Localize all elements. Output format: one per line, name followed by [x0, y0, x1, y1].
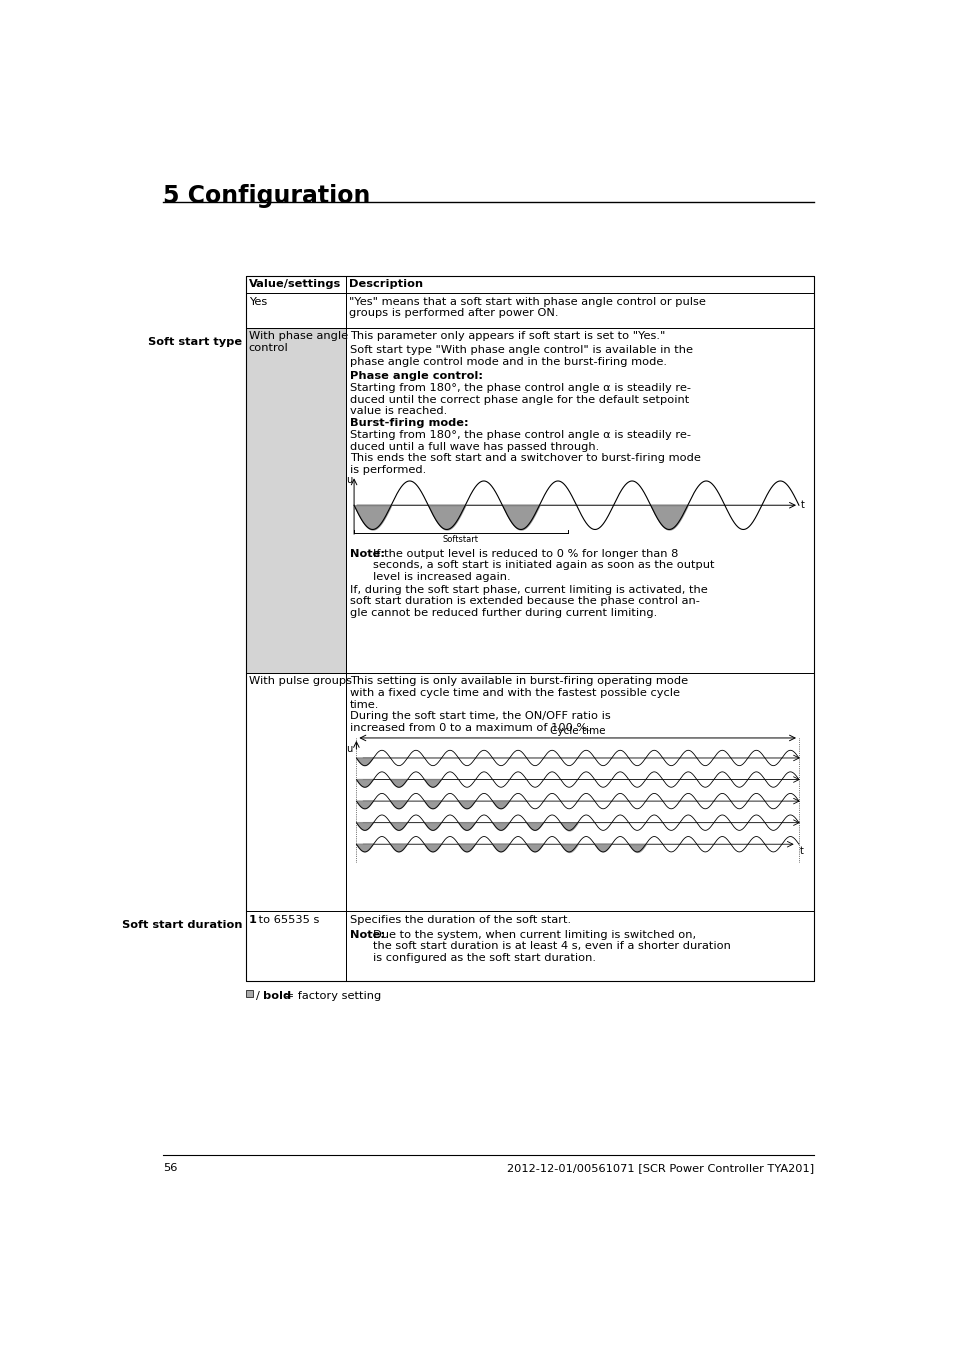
Text: u: u [346, 744, 353, 755]
Text: Soft start type "With phase angle control" is available in the
phase angle contr: Soft start type "With phase angle contro… [350, 346, 693, 367]
Text: If the output level is reduced to 0 % for longer than 8
seconds, a soft start is: If the output level is reduced to 0 % fo… [373, 548, 714, 582]
Text: Phase angle control:: Phase angle control: [350, 371, 482, 382]
Text: This parameter only appears if soft start is set to "Yes.": This parameter only appears if soft star… [350, 331, 665, 342]
Text: u: u [346, 475, 353, 486]
Text: Burst-firing mode:: Burst-firing mode: [350, 418, 468, 428]
Bar [245, 275, 346, 293]
Text: to 65535 s: to 65535 s [254, 915, 319, 925]
Text: Cycle time: Cycle time [549, 726, 605, 736]
Text: Note:: Note: [350, 930, 385, 940]
Text: 5 Configuration: 5 Configuration [163, 184, 371, 208]
Bar [245, 328, 346, 672]
Text: With pulse groups: With pulse groups [249, 676, 352, 686]
Bar [346, 911, 814, 980]
Text: This setting is only available in burst-firing operating mode
with a fixed cycle: This setting is only available in burst-… [350, 676, 688, 710]
Bar [346, 275, 814, 293]
Text: Due to the system, when current limiting is switched on,
the soft start duration: Due to the system, when current limiting… [373, 930, 731, 963]
Bar [346, 672, 814, 911]
Text: Specifies the duration of the soft start.: Specifies the duration of the soft start… [350, 915, 571, 925]
Text: /: / [255, 991, 263, 1000]
Text: Note:: Note: [350, 548, 385, 559]
Bar [245, 672, 346, 911]
Text: Value/settings: Value/settings [249, 279, 340, 289]
Bar [245, 911, 346, 980]
Text: "Yes" means that a soft start with phase angle control or pulse
groups is perfor: "Yes" means that a soft start with phase… [349, 297, 705, 319]
Text: t: t [799, 845, 802, 856]
Text: Soft start type: Soft start type [149, 336, 242, 347]
Text: = factory setting: = factory setting [281, 991, 381, 1000]
Text: Starting from 180°, the phase control angle α is steadily re-
duced until the co: Starting from 180°, the phase control an… [350, 383, 691, 416]
Text: Starting from 180°, the phase control angle α is steadily re-
duced until a full: Starting from 180°, the phase control an… [350, 429, 700, 475]
Text: t: t [801, 501, 804, 510]
Text: Description: Description [349, 279, 423, 289]
Bar [245, 990, 253, 996]
Bar [245, 293, 346, 328]
Text: If, during the soft start phase, current limiting is activated, the
soft start d: If, during the soft start phase, current… [350, 585, 707, 618]
Bar [346, 293, 814, 328]
Text: With phase angle
control: With phase angle control [249, 331, 348, 352]
Text: 2012-12-01/00561071 [SCR Power Controller TYA201]: 2012-12-01/00561071 [SCR Power Controlle… [507, 1162, 814, 1173]
Text: During the soft start time, the ON/OFF ratio is
increased from 0 to a maximum of: During the soft start time, the ON/OFF r… [350, 711, 610, 733]
Text: Yes: Yes [249, 297, 267, 306]
Text: bold: bold [262, 991, 291, 1000]
Text: Softstart: Softstart [442, 535, 478, 544]
Text: 1: 1 [249, 915, 256, 925]
Text: 56: 56 [163, 1162, 177, 1173]
Text: Soft start duration: Soft start duration [122, 921, 242, 930]
Bar [245, 275, 814, 980]
Bar [346, 328, 814, 672]
